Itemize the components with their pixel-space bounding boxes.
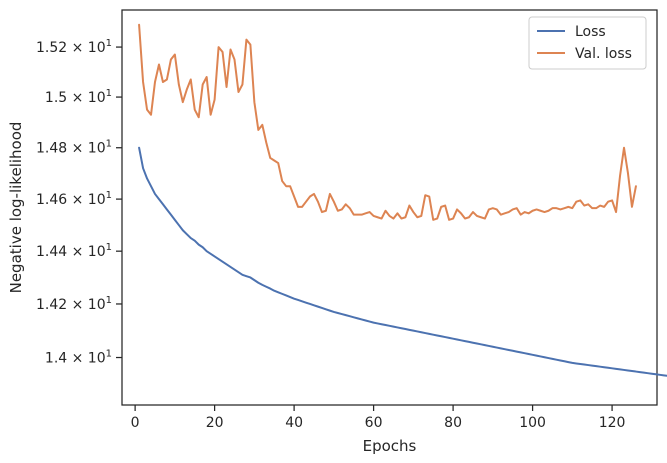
legend-label: Val. loss <box>575 46 632 62</box>
y-tick-label: 1.44 × 101 <box>36 242 112 260</box>
legend: Loss Val. loss <box>528 16 647 70</box>
y-tick-label: 1.52 × 101 <box>36 38 112 56</box>
plot-area <box>121 9 658 406</box>
y-axis-label: Negative log-likelihood <box>7 122 25 294</box>
series-line-val-loss <box>138 23 637 221</box>
x-tick-label: 20 <box>206 415 224 431</box>
x-tick-label: 0 <box>131 415 140 431</box>
y-axis-ticks: 1.4 × 101 1.42 × 101 1.44 × 101 1.46 × 101 1… <box>36 38 122 367</box>
series-layer <box>138 23 667 377</box>
x-axis-ticks: 0 20 40 60 80 100 120 <box>131 405 626 431</box>
x-tick-label: 60 <box>365 415 383 431</box>
x-axis-label: Epochs <box>363 437 417 455</box>
plot-frame <box>121 9 658 406</box>
x-tick-label: 40 <box>285 415 303 431</box>
x-tick-label: 120 <box>599 415 626 431</box>
y-tick-label: 1.42 × 101 <box>36 295 112 313</box>
y-tick-label: 1.48 × 101 <box>36 139 112 157</box>
series-line-loss <box>138 146 667 377</box>
x-tick-label: 100 <box>519 415 546 431</box>
y-tick-label: 1.4 × 101 <box>45 349 112 367</box>
y-tick-label: 1.5 × 101 <box>45 88 112 106</box>
x-tick-label: 80 <box>444 415 462 431</box>
y-tick-label: 1.46 × 101 <box>36 190 112 208</box>
legend-label: Loss <box>575 24 606 40</box>
